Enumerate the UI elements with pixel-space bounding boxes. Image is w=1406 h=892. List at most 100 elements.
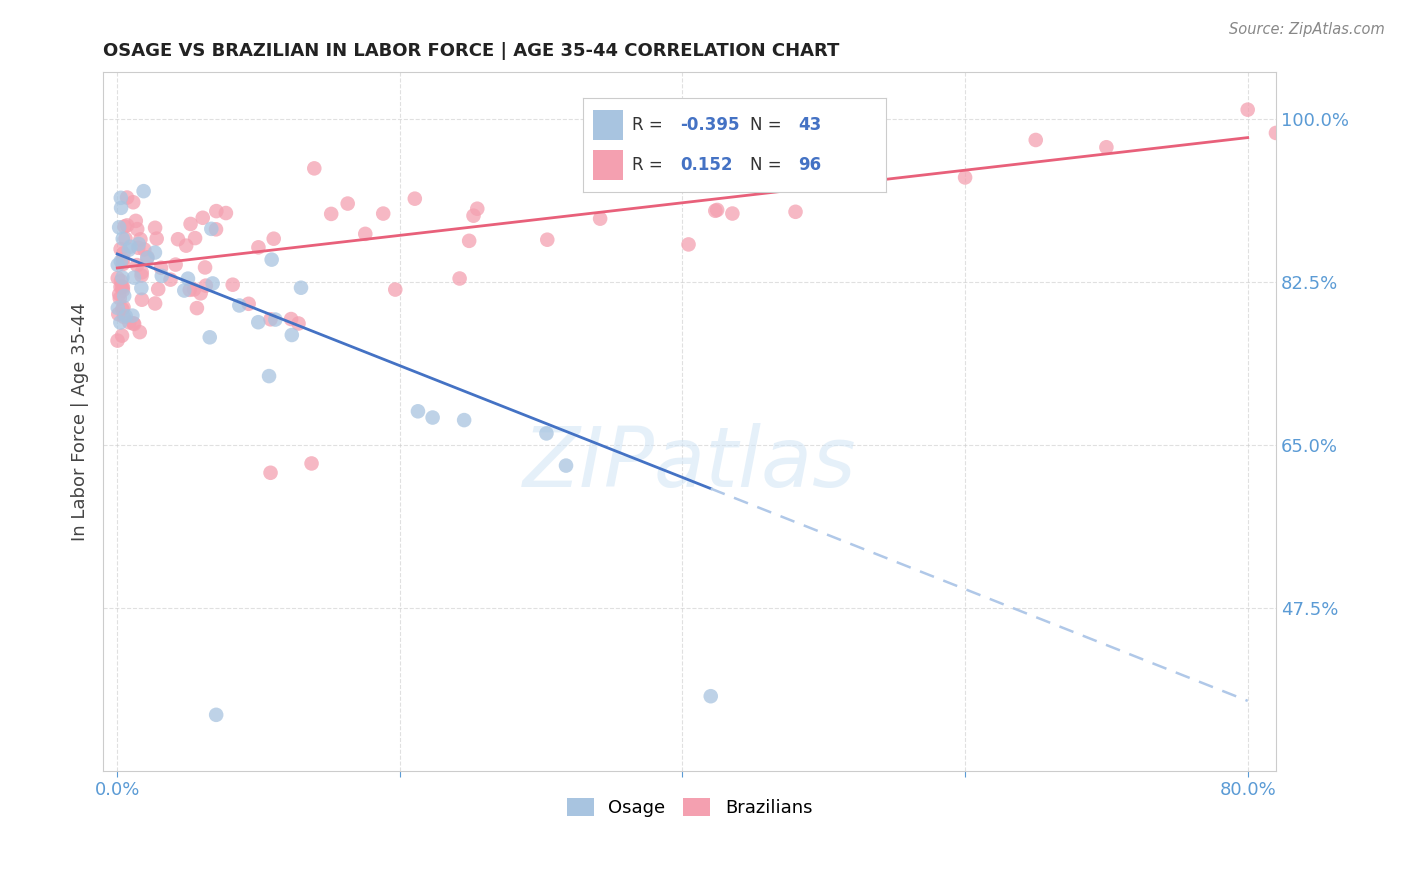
Point — [111, 252, 134, 267]
Point — [110, 316, 132, 330]
Point — [131, 281, 153, 295]
Text: N =: N = — [749, 116, 782, 134]
Point — [238, 297, 260, 311]
Point — [406, 404, 429, 418]
Point — [458, 234, 481, 248]
Point — [173, 284, 195, 298]
Point — [131, 268, 153, 283]
Point — [257, 369, 280, 384]
Point — [465, 202, 488, 216]
Point — [174, 238, 197, 252]
Point — [184, 231, 207, 245]
Point — [111, 270, 134, 285]
Point — [536, 426, 558, 441]
Point — [678, 237, 700, 252]
Point — [186, 301, 208, 315]
Point — [107, 334, 129, 348]
Point — [191, 211, 214, 225]
Point — [280, 312, 302, 326]
Point — [589, 211, 612, 226]
Point — [200, 222, 222, 236]
Point — [422, 410, 444, 425]
Point — [194, 260, 217, 275]
Point — [706, 202, 728, 217]
Point — [287, 317, 309, 331]
Point — [555, 458, 578, 473]
Point — [281, 328, 304, 343]
Point — [205, 707, 228, 722]
Point — [114, 232, 136, 246]
Point — [721, 206, 744, 220]
Point — [108, 291, 131, 305]
Point — [373, 206, 395, 220]
Bar — [592, 110, 623, 140]
Point — [247, 315, 270, 329]
Point — [143, 296, 166, 310]
Point — [111, 257, 134, 271]
Point — [131, 293, 153, 307]
Point — [205, 222, 228, 236]
Point — [145, 232, 167, 246]
Point — [112, 289, 135, 303]
Point — [112, 301, 135, 315]
Point — [148, 282, 170, 296]
Legend: Osage, Brazilians: Osage, Brazilians — [560, 790, 820, 824]
Text: ZIPatlas: ZIPatlas — [523, 423, 856, 504]
Point — [115, 219, 138, 233]
Point — [165, 258, 187, 272]
Point — [354, 227, 377, 241]
Point — [111, 280, 134, 294]
Point — [143, 245, 166, 260]
Point — [264, 312, 287, 326]
Point — [700, 690, 723, 704]
Point — [321, 207, 343, 221]
Point — [190, 286, 212, 301]
Point — [110, 274, 132, 288]
Point — [215, 206, 238, 220]
Point — [247, 240, 270, 254]
Point — [125, 258, 148, 272]
Point — [1236, 103, 1258, 117]
Point — [290, 281, 312, 295]
Point — [449, 271, 471, 285]
Point — [110, 191, 132, 205]
Text: OSAGE VS BRAZILIAN IN LABOR FORCE | AGE 35-44 CORRELATION CHART: OSAGE VS BRAZILIAN IN LABOR FORCE | AGE … — [103, 42, 839, 60]
Point — [177, 271, 200, 285]
Point — [111, 328, 134, 343]
Point — [201, 277, 224, 291]
Point — [259, 312, 281, 326]
Point — [453, 413, 475, 427]
Point — [159, 272, 181, 286]
Point — [110, 201, 132, 215]
Point — [110, 280, 132, 294]
Point — [695, 163, 717, 178]
Point — [111, 279, 134, 293]
Point — [111, 283, 134, 297]
Point — [179, 283, 201, 297]
Point — [107, 258, 129, 272]
Point — [631, 178, 654, 193]
Y-axis label: In Labor Force | Age 35-44: In Labor Force | Age 35-44 — [72, 302, 89, 541]
Point — [301, 457, 323, 471]
Point — [132, 184, 155, 198]
Point — [463, 209, 485, 223]
Point — [150, 268, 173, 283]
Point — [304, 161, 326, 176]
Text: 0.152: 0.152 — [681, 156, 733, 174]
Point — [120, 240, 142, 254]
Point — [128, 236, 150, 251]
Point — [150, 260, 173, 275]
Point — [1095, 140, 1118, 154]
Point — [118, 315, 141, 329]
Point — [167, 232, 190, 246]
Point — [222, 277, 245, 292]
Point — [122, 270, 145, 285]
Point — [127, 241, 149, 255]
Point — [122, 316, 145, 330]
Point — [125, 214, 148, 228]
Text: 43: 43 — [799, 116, 821, 134]
Point — [107, 271, 129, 285]
Point — [114, 219, 136, 234]
Point — [1025, 133, 1047, 147]
Point — [404, 192, 426, 206]
